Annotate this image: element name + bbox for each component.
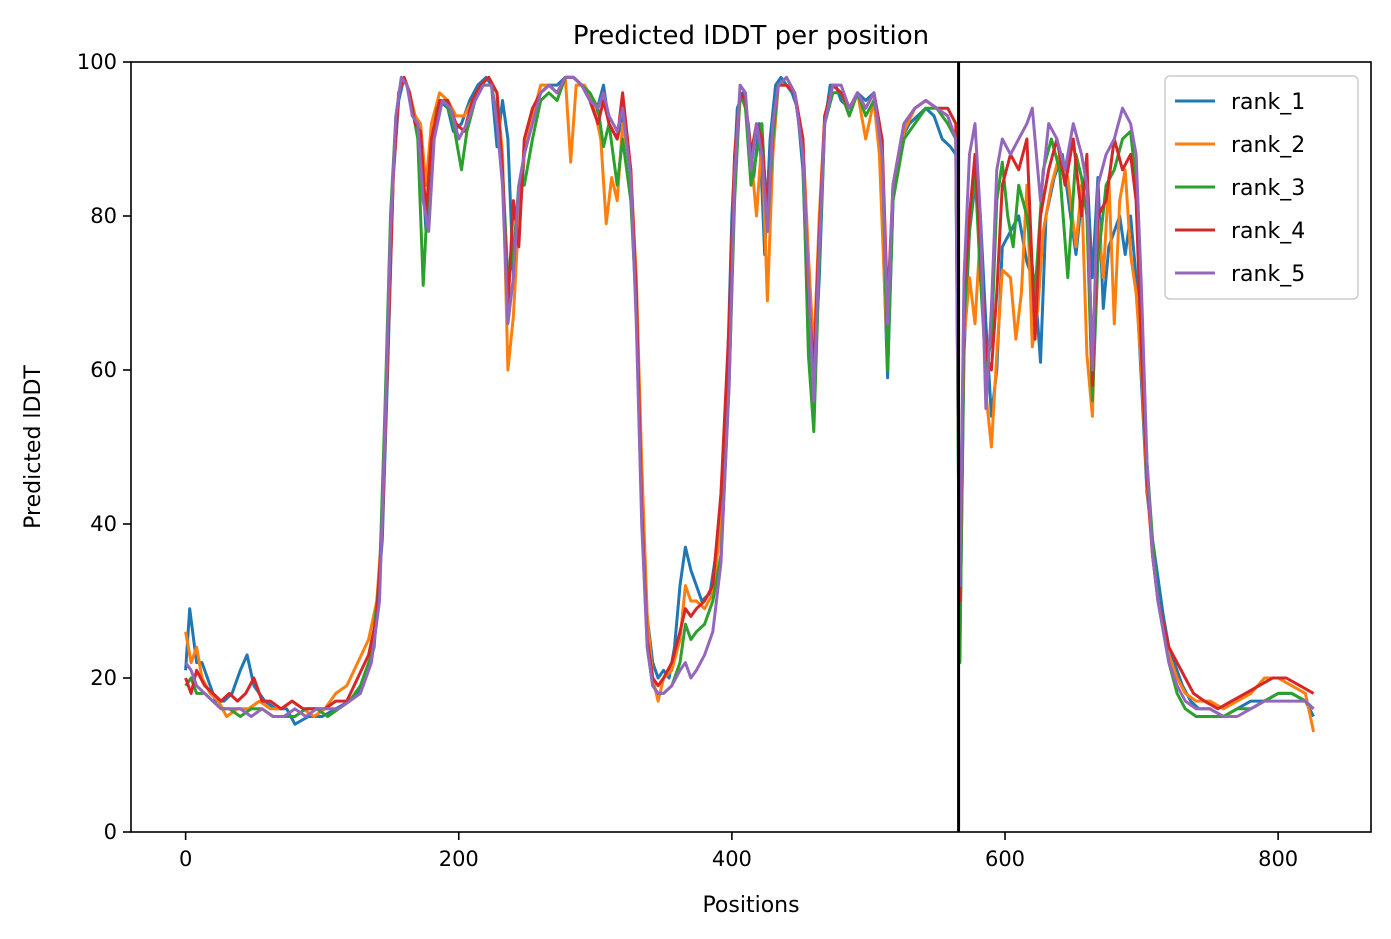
- x-tick-label: 600: [985, 847, 1025, 871]
- legend-label: rank_4: [1231, 219, 1305, 244]
- series-line-rank-5: [184, 75, 1315, 718]
- x-tick-label: 400: [712, 847, 752, 871]
- y-axis-label: Predicted lDDT: [21, 365, 46, 529]
- legend: rank_1 rank_2 rank_3 rank_4 rank_5: [1164, 75, 1359, 300]
- y-tick-label: 80: [90, 204, 117, 228]
- y-tick-label: 0: [104, 820, 117, 844]
- plot-frame: [130, 61, 1372, 833]
- legend-label: rank_3: [1231, 176, 1305, 201]
- axis-ticks: 0 200 400 600 800 0 20 40 60 80 100: [77, 50, 1298, 871]
- y-tick-label: 60: [90, 358, 117, 382]
- legend-box: [1164, 75, 1359, 300]
- x-tick-label: 200: [439, 847, 479, 871]
- y-tick-label: 100: [77, 50, 117, 74]
- x-tick-label: 0: [179, 847, 192, 871]
- legend-label: rank_1: [1231, 90, 1305, 115]
- x-axis-label: Positions: [702, 893, 799, 918]
- y-tick-label: 40: [90, 512, 117, 536]
- plot-area: [184, 62, 1316, 832]
- chart-title: Predicted lDDT per position: [573, 21, 929, 51]
- x-tick-label: 800: [1258, 847, 1298, 871]
- y-tick-label: 20: [90, 666, 117, 690]
- legend-label: rank_2: [1231, 133, 1305, 158]
- legend-label: rank_5: [1231, 262, 1305, 287]
